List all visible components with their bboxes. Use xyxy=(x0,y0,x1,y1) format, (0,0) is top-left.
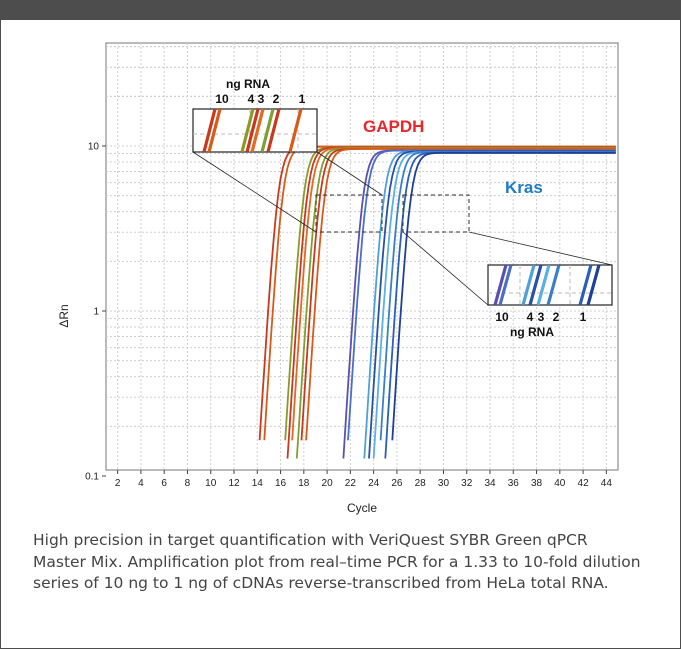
gapdh-zoom-region xyxy=(315,194,383,233)
gapdh-label: GAPDH xyxy=(363,117,424,136)
kras-inset: 10 4 3 2 1 ng RNA xyxy=(487,264,613,339)
figure-caption: High precision in target quantification … xyxy=(33,531,641,592)
inset-kras-curve xyxy=(521,265,536,305)
inset-label: 10 xyxy=(495,310,509,324)
x-tick-label: 26 xyxy=(391,478,403,489)
grid xyxy=(106,43,618,470)
inset-gapdh-curve xyxy=(288,109,303,152)
inset-kras-curve xyxy=(528,265,543,305)
x-tick-label: 24 xyxy=(368,478,380,489)
curves xyxy=(258,145,616,459)
inset-kras-curve xyxy=(546,265,561,305)
y-axis-label: ΔRn xyxy=(57,304,71,327)
x-tick-label: 16 xyxy=(275,478,287,489)
x-tick-label: 28 xyxy=(415,478,427,489)
inset-leader-line xyxy=(402,231,489,306)
plot-area xyxy=(105,42,619,471)
inset-kras-curve xyxy=(536,265,551,305)
inset-leader-line xyxy=(468,231,613,266)
x-tick-label: 32 xyxy=(461,478,473,489)
header-bar xyxy=(0,0,681,20)
y-tick-label: 1 xyxy=(93,307,99,318)
amplification-plot: 2 4 6 8 10 12 14 16 18 20 22 24 26 28 30 32 34 36 38 40 42 44… xyxy=(57,42,619,515)
inset-label: 4 xyxy=(248,92,255,106)
x-tick-label: 18 xyxy=(298,478,310,489)
x-tick-label: 4 xyxy=(138,478,144,489)
x-tick-label: 2 xyxy=(115,478,121,489)
inset-label: 1 xyxy=(580,310,587,324)
x-axis: 2 4 6 8 10 12 14 16 18 20 22 24 26 28 30 32 34 36 38 40 42 44 xyxy=(115,470,613,489)
inset-label: 4 xyxy=(527,310,534,324)
inset-gapdh-curve xyxy=(250,109,265,152)
inset-label: 2 xyxy=(553,310,560,324)
inset-title: ng RNA xyxy=(510,325,554,339)
inset-kras-curve xyxy=(578,265,593,305)
inset-label: 3 xyxy=(538,310,545,324)
x-tick-label: 30 xyxy=(438,478,450,489)
x-axis-label: Cycle xyxy=(347,501,377,515)
x-tick-label: 10 xyxy=(205,478,217,489)
inset-gapdh-curve xyxy=(245,109,260,152)
x-tick-label: 34 xyxy=(484,478,496,489)
inset-gapdh-curve xyxy=(240,109,255,152)
x-tick-label: 44 xyxy=(601,478,613,489)
gapdh-curve xyxy=(305,147,616,441)
inset-kras-curve xyxy=(498,265,513,305)
y-tick-label: 10 xyxy=(88,142,100,153)
inset-kras-curve xyxy=(493,265,508,305)
inset-label: 2 xyxy=(273,92,280,106)
x-tick-label: 40 xyxy=(554,478,566,489)
kras-curve xyxy=(391,151,616,441)
inset-gapdh-curve xyxy=(202,109,217,152)
inset-label: 1 xyxy=(299,92,306,106)
inset-leader-line xyxy=(192,151,317,233)
inset-leader-line xyxy=(316,151,383,196)
x-tick-label: 38 xyxy=(531,478,543,489)
inset-label: 10 xyxy=(215,92,229,106)
x-tick-label: 14 xyxy=(252,478,264,489)
kras-zoom-region xyxy=(402,194,470,233)
x-tick-label: 6 xyxy=(161,478,167,489)
inset-title: ng RNA xyxy=(226,77,270,91)
x-tick-label: 20 xyxy=(322,478,334,489)
inset-kras-curve xyxy=(586,265,601,305)
x-tick-label: 36 xyxy=(508,478,520,489)
y-tick-label: 0.1 xyxy=(85,472,99,483)
x-tick-label: 8 xyxy=(185,478,191,489)
inset-gapdh-curve xyxy=(207,109,222,152)
inset-label: 3 xyxy=(258,92,265,106)
y-axis: 0.1 1 10 xyxy=(85,142,106,483)
gapdh-inset: ng RNA 10 4 3 2 1 xyxy=(192,77,318,153)
x-tick-label: 12 xyxy=(228,478,240,489)
kras-label: Kras xyxy=(505,178,543,197)
inset-gapdh-curve xyxy=(266,109,281,152)
x-tick-label: 22 xyxy=(345,478,357,489)
inset-gapdh-curve xyxy=(260,109,275,152)
x-tick-label: 42 xyxy=(578,478,590,489)
